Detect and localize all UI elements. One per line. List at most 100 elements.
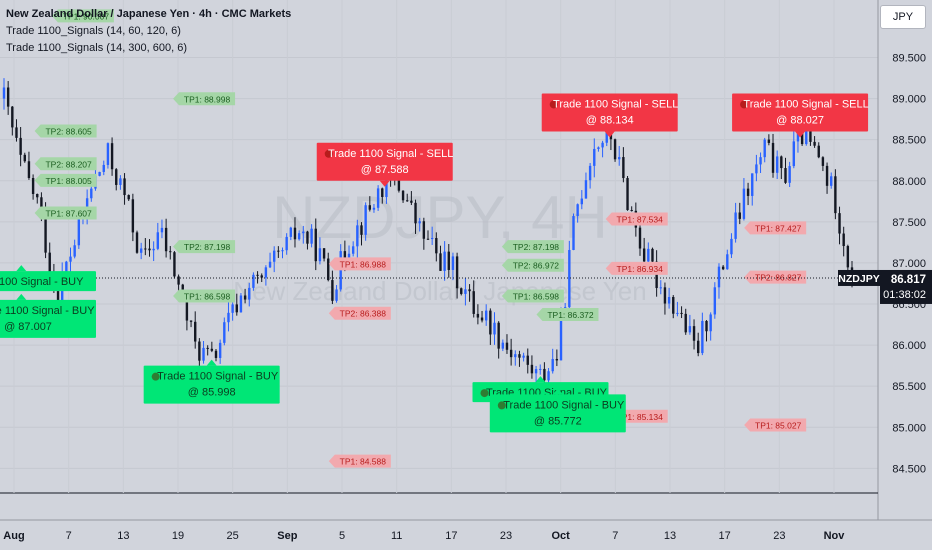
candle-body bbox=[77, 215, 81, 246]
candle-body bbox=[381, 188, 384, 198]
sell-signal-label[interactable]: Trade 1100 Signal - SELL @ 88.134 bbox=[541, 93, 679, 138]
candle bbox=[842, 226, 845, 257]
tp-label[interactable]: TP2: 88.605 bbox=[34, 124, 97, 138]
tp-label[interactable]: TP2: 87.198 bbox=[501, 240, 564, 254]
price-axis[interactable]: 84.50085.00085.50086.00086.50087.00087.5… bbox=[878, 0, 932, 520]
sell-signal-label[interactable]: Trade 1100 Signal - SELL @ 88.027 bbox=[732, 93, 869, 138]
time-tick-label: 19 bbox=[172, 530, 184, 542]
candle-body bbox=[530, 364, 534, 374]
candle bbox=[156, 222, 160, 251]
candle bbox=[534, 365, 538, 384]
tp-label[interactable]: TP1: 86.372 bbox=[536, 308, 599, 322]
candle bbox=[235, 293, 238, 316]
candle bbox=[489, 308, 492, 345]
candle-body bbox=[69, 256, 72, 262]
tp-label[interactable]: TP2: 88.207 bbox=[34, 157, 97, 171]
time-axis[interactable]: Aug 7 13 19 25 Sep 5 11 17 23 Oct 7 13 17 23 Nov bbox=[0, 519, 932, 550]
candle bbox=[11, 106, 14, 136]
candle-body bbox=[152, 248, 155, 251]
candle-body bbox=[572, 216, 575, 250]
indicator-1-label[interactable]: Trade 1100_Signals (14, 60, 120, 6) bbox=[6, 25, 181, 37]
time-tick-label: 11 bbox=[391, 530, 402, 542]
tp-label[interactable]: TP1: 86.598 bbox=[173, 289, 236, 303]
symbol-title[interactable]: New Zealand Dollar / Japanese Yen · 4h ·… bbox=[6, 8, 292, 20]
candle bbox=[684, 308, 687, 335]
tp-label-shape bbox=[744, 270, 807, 284]
tp-label[interactable]: TP2: 87.198 bbox=[173, 240, 236, 254]
buy-signal-label[interactable]: Trade 1100 Signal - BUY @ 85.772 bbox=[489, 388, 626, 433]
candle bbox=[123, 173, 126, 205]
candle-body bbox=[447, 251, 450, 270]
tp-label[interactable]: TP1: 84.588 bbox=[328, 454, 391, 468]
candle-body bbox=[243, 295, 247, 300]
candle bbox=[198, 338, 201, 370]
candle-body bbox=[755, 164, 758, 174]
candle bbox=[139, 242, 143, 260]
tp-label[interactable]: TP2: 86.388 bbox=[328, 306, 391, 320]
buy-signal-label[interactable]: e 1100 Signal - BUY bbox=[0, 265, 96, 292]
signal-price: @ 87.588 bbox=[361, 164, 409, 176]
tp-label[interactable]: TP1: 88.998 bbox=[173, 92, 236, 106]
tp-label[interactable]: TP1: 85.027 bbox=[744, 418, 807, 432]
candle bbox=[792, 130, 796, 169]
tp-label-text: TP2: 87.198 bbox=[513, 242, 560, 252]
tp-label[interactable]: TP1: 86.934 bbox=[605, 261, 668, 275]
candle bbox=[630, 206, 633, 212]
candle bbox=[526, 348, 529, 374]
candle-body bbox=[497, 322, 500, 349]
candle bbox=[418, 217, 421, 232]
candle-body bbox=[730, 238, 733, 255]
candle bbox=[472, 280, 475, 318]
time-axis-background bbox=[0, 520, 932, 550]
candle bbox=[31, 174, 35, 200]
tp-label[interactable]: TP1: 87.534 bbox=[605, 212, 668, 226]
candle bbox=[214, 348, 218, 362]
candle bbox=[364, 202, 367, 241]
tp-label[interactable]: TP2: 86.972 bbox=[501, 258, 564, 272]
tp-label[interactable]: TP1: 87.427 bbox=[744, 221, 807, 235]
candle bbox=[194, 311, 197, 349]
candle bbox=[497, 321, 500, 359]
candle bbox=[264, 265, 268, 286]
candle bbox=[464, 278, 467, 306]
tp-label[interactable]: TP1: 90.007 bbox=[51, 9, 114, 23]
candle-body bbox=[680, 312, 683, 314]
countdown-text: 01:38:02 bbox=[883, 289, 926, 301]
candle bbox=[622, 147, 625, 183]
candle bbox=[788, 161, 791, 187]
tp-label[interactable]: TP1: 86.988 bbox=[328, 257, 391, 271]
candle-body bbox=[218, 342, 222, 358]
tp-label-shape bbox=[536, 308, 599, 322]
tp-label-text: TP2: 88.605 bbox=[45, 127, 92, 137]
candle-body bbox=[518, 354, 521, 358]
currency-unit-button[interactable]: JPY bbox=[880, 5, 926, 29]
candle bbox=[447, 243, 450, 278]
tp-label[interactable]: TP1: 88.005 bbox=[34, 173, 97, 187]
tp-label[interactable]: TP1: 87.607 bbox=[34, 206, 97, 220]
candle-body bbox=[115, 169, 118, 185]
tp-label[interactable]: TP1: 86.598 bbox=[501, 289, 564, 303]
price-tag-text: 86.817 bbox=[891, 274, 926, 286]
signal-pointer bbox=[535, 376, 546, 383]
candle-body bbox=[717, 266, 721, 288]
candle bbox=[642, 237, 646, 262]
candle-body bbox=[123, 178, 126, 196]
time-tick-label: 17 bbox=[719, 530, 731, 542]
last-price-tag[interactable]: NZDJPY 86.817 01:38:02 bbox=[838, 269, 932, 304]
sell-signal-label[interactable]: Trade 1100 Signal - SELL @ 87.588 bbox=[316, 142, 454, 187]
signal-title: Trade 1100 Signal - BUY bbox=[0, 305, 95, 317]
candle-body bbox=[11, 106, 14, 128]
candle-body bbox=[401, 190, 405, 201]
price-tick-label: 88.000 bbox=[892, 176, 926, 188]
tp-label-text: TP2: 86.388 bbox=[340, 309, 387, 319]
buy-signal-label[interactable]: Trade 1100 Signal - BUY @ 85.998 bbox=[143, 359, 280, 404]
buy-signal-label[interactable]: Trade 1100 Signal - BUY @ 87.007 bbox=[0, 293, 96, 338]
candle bbox=[518, 350, 521, 367]
candle-body bbox=[651, 248, 654, 262]
candle-body bbox=[335, 289, 338, 301]
indicator-2-label[interactable]: Trade 1100_Signals (14, 300, 600, 6) bbox=[6, 42, 188, 54]
tp-label[interactable]: TP2: 86.827 bbox=[744, 270, 807, 284]
candle-body bbox=[85, 198, 89, 214]
candle bbox=[210, 341, 214, 353]
